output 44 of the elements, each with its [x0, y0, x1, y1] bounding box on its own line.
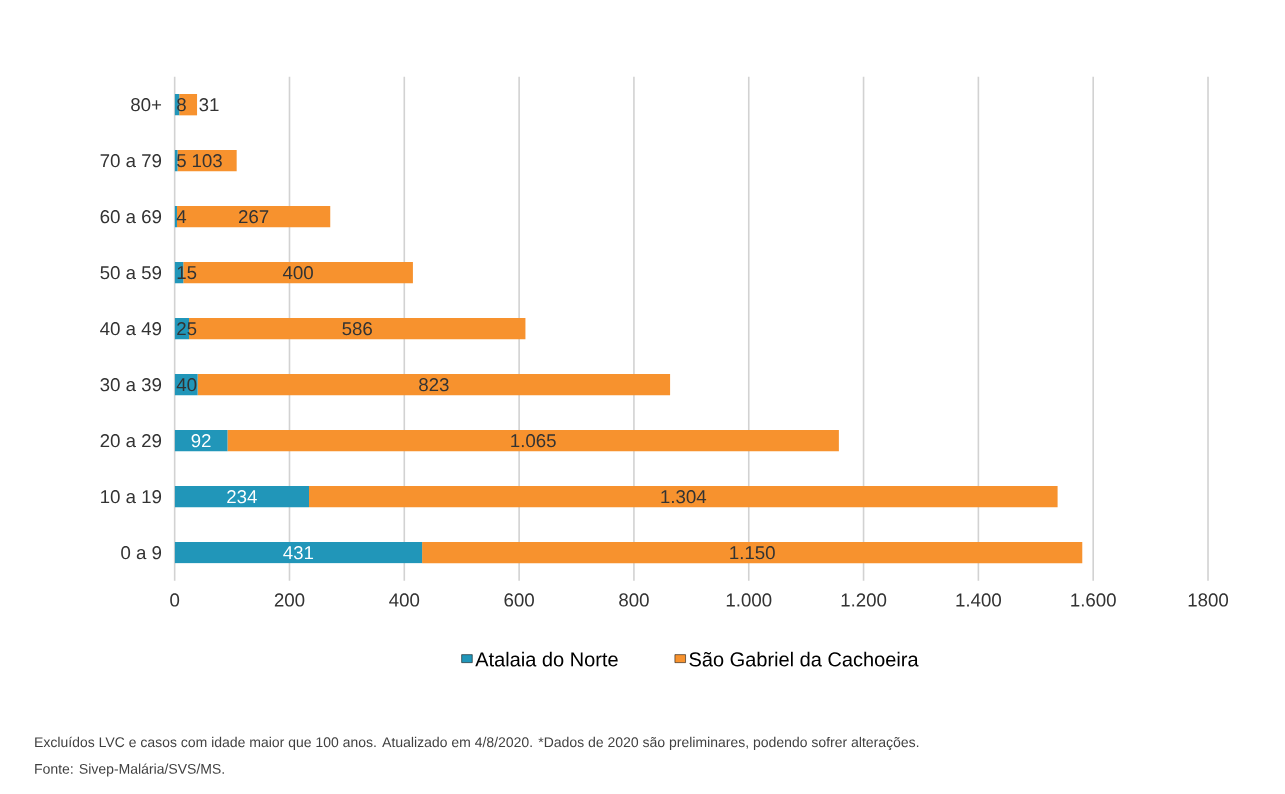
bar [174, 150, 178, 172]
bar [227, 430, 839, 452]
data-label: 1.304 [661, 490, 707, 504]
x-tick-label: 1.200 [841, 593, 887, 607]
data-label: 431 [283, 546, 314, 560]
data-label: 234 [227, 490, 257, 504]
y-tick-label: 60 a 69 [100, 210, 162, 224]
x-tick-label: 800 [619, 593, 649, 607]
x-tick-label: 1800 [1188, 593, 1229, 607]
data-label: 40 [176, 378, 197, 392]
data-label: 1.150 [730, 546, 775, 560]
legend-label: Atalaia do Norte [475, 651, 618, 667]
data-label: 823 [419, 378, 449, 392]
data-label: 586 [342, 322, 372, 336]
bar [174, 542, 423, 564]
bar [174, 486, 310, 508]
data-label: 400 [282, 266, 313, 280]
text: Excluídos LVC e casos com idade maior que 100 anos. Atualizado em 4/8/2020. *Dados de 2020 são preliminares, podendo sofrer alterações. [35, 736, 919, 750]
data-label: 92 [191, 434, 211, 448]
y-tick-label: 20 a 29 [100, 434, 162, 448]
data-label: 31 [199, 98, 219, 112]
x-tick-label: 200 [274, 593, 305, 607]
x-tick-label: 600 [504, 593, 534, 607]
y-tick-label: 80+ [131, 98, 162, 112]
bar [422, 542, 1083, 564]
y-tick-label: 30 a 39 [100, 378, 162, 392]
y-tick-label: 40 a 49 [100, 322, 162, 336]
y-tick-label: 70 a 79 [100, 154, 162, 168]
y-tick-label: 0 a 9 [121, 546, 162, 560]
bar [309, 486, 1058, 508]
x-tick-label: 1.000 [726, 593, 772, 607]
data-label: 1.065 [511, 434, 556, 448]
x-tick-label: 1.400 [956, 593, 1002, 607]
data-label: 103 [192, 154, 222, 168]
source-note: Fonte: Sivep-Malária/SVS/MS. [35, 763, 224, 777]
bar [176, 206, 331, 228]
data-label: 267 [238, 210, 269, 224]
y-tick-label: 10 a 19 [101, 490, 162, 504]
bar [197, 374, 671, 396]
x-tick-label: 1.600 [1071, 593, 1116, 607]
x-tick-label: 0 [170, 593, 180, 607]
legend-label: São Gabriel da Cachoeira [689, 651, 919, 667]
x-tick-label: 400 [389, 593, 420, 607]
y-tick-label: 50 a 59 [100, 266, 162, 280]
